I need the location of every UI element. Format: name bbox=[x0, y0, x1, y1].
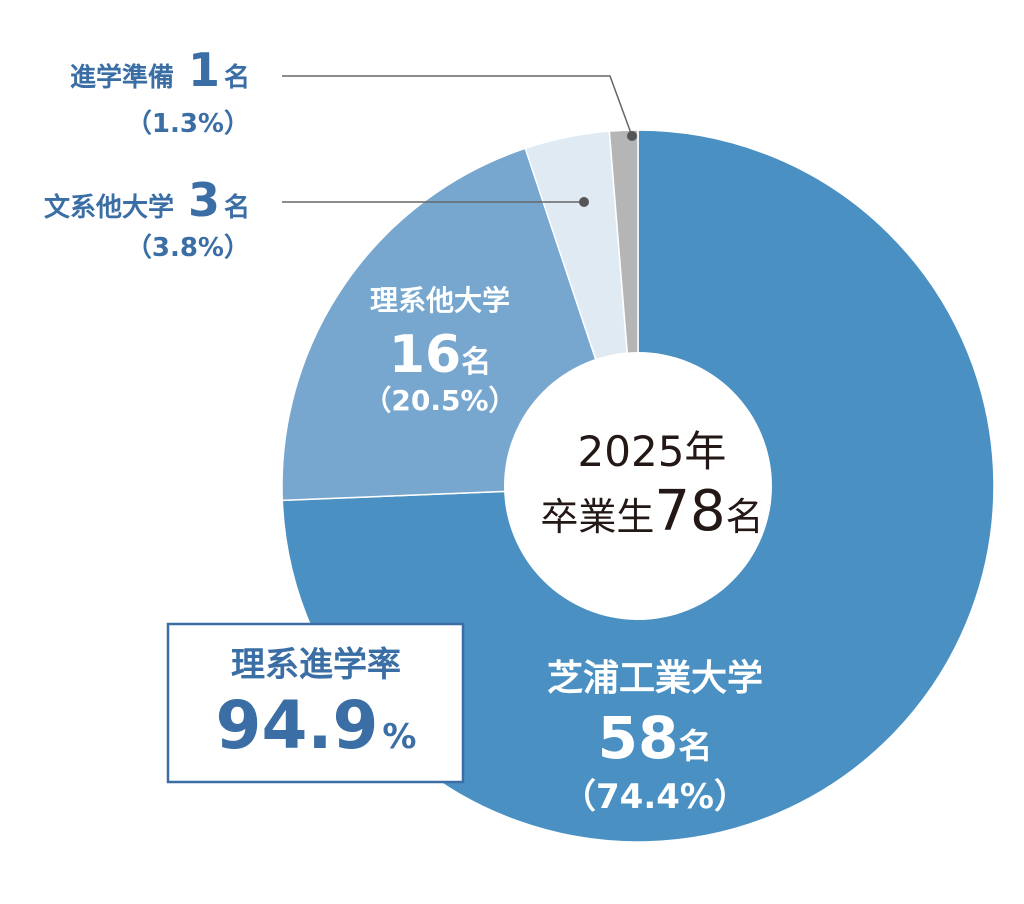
slice-percent-science-other: （20.5%） bbox=[363, 384, 516, 417]
rate-box-number: 94.9 bbox=[216, 687, 379, 764]
rate-box bbox=[166, 622, 465, 784]
slice-count-science-other: 16名 bbox=[389, 325, 491, 385]
slice-label-liberal-arts-name: 文系他大学 bbox=[44, 192, 174, 223]
slice-label-liberal-arts-unit: 名 bbox=[224, 192, 250, 223]
center-total-label: 卒業生78名 bbox=[540, 479, 763, 544]
donut-hole bbox=[504, 352, 772, 620]
slice-count-number-shibaura: 58 bbox=[598, 704, 679, 772]
slice-label-prep: 進学準備 1 名 bbox=[70, 43, 250, 97]
slice-count-unit-science-other: 名 bbox=[461, 345, 491, 380]
slice-percent-shibaura: （74.4%） bbox=[562, 777, 748, 817]
slice-label-liberal-arts: 文系他大学 3 名 bbox=[44, 173, 250, 227]
slice-percent-prep: （1.3%） bbox=[126, 109, 250, 139]
leader-dot-liberal-arts bbox=[579, 197, 589, 207]
slice-label-prep-name: 進学準備 bbox=[70, 62, 174, 93]
leader-line-prep bbox=[282, 75, 633, 137]
rate-box-label: 理系進学率 bbox=[231, 645, 401, 685]
slice-count-unit-shibaura: 名 bbox=[678, 727, 712, 767]
slice-label-shibaura: 芝浦工業大学 bbox=[547, 657, 763, 699]
center-total-unit: 名 bbox=[726, 495, 764, 539]
center-year-label: 2025年 bbox=[578, 427, 727, 476]
slice-label-prep-count: 1 bbox=[188, 43, 220, 97]
slice-label-liberal-arts-count: 3 bbox=[188, 173, 220, 227]
slice-count-shibaura: 58名 bbox=[598, 704, 713, 772]
slice-label-science-other: 理系他大学 bbox=[370, 284, 510, 317]
rate-box-value: 94.9% bbox=[216, 687, 417, 764]
slice-percent-liberal-arts: （3.8%） bbox=[126, 233, 250, 263]
center-total-number: 78 bbox=[654, 479, 725, 544]
slice-label-prep-unit: 名 bbox=[224, 62, 250, 93]
slice-count-number-science-other: 16 bbox=[389, 325, 461, 385]
leader-dot-prep bbox=[627, 131, 637, 141]
rate-box-unit: % bbox=[382, 717, 416, 757]
center-total-prefix: 卒業生 bbox=[540, 495, 654, 539]
